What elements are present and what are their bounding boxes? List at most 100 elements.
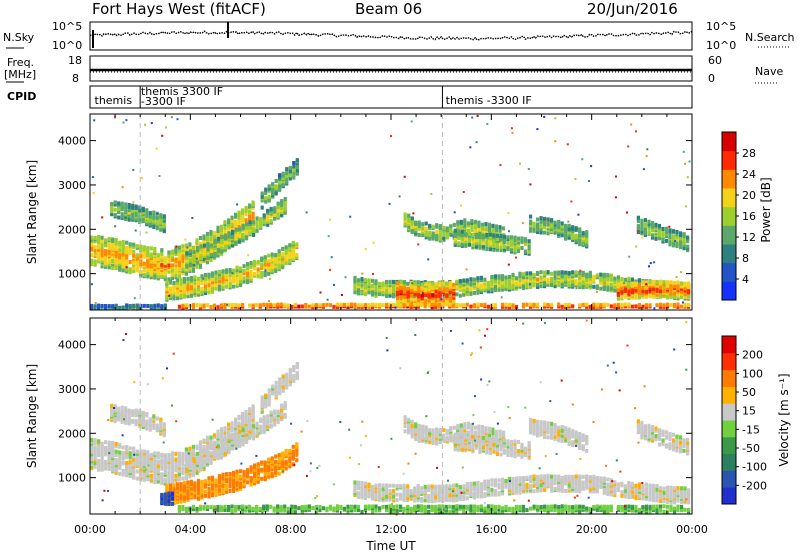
data-cell xyxy=(465,278,469,283)
data-cell xyxy=(557,283,561,288)
scatter-cell xyxy=(486,123,489,125)
data-cell xyxy=(403,285,407,290)
data-cell xyxy=(214,274,218,279)
data-cell xyxy=(592,284,596,289)
data-cell xyxy=(367,289,371,294)
data-cell xyxy=(606,275,610,280)
data-cell xyxy=(195,264,199,269)
data-cell xyxy=(223,231,227,236)
data-cell xyxy=(471,239,475,244)
data-cell xyxy=(423,498,427,503)
data-cell xyxy=(260,404,264,409)
data-cell xyxy=(117,201,121,206)
data-cell xyxy=(353,491,357,496)
data-cell xyxy=(686,244,690,249)
data-cell xyxy=(273,213,277,217)
data-cell xyxy=(167,498,171,503)
data-cell xyxy=(278,182,282,187)
data-cell xyxy=(274,473,278,477)
data-cell xyxy=(413,281,417,286)
data-cell xyxy=(291,240,295,245)
data-cell xyxy=(273,206,277,211)
data-cell xyxy=(644,289,648,294)
data-cell xyxy=(543,270,547,275)
data-cell xyxy=(177,245,181,250)
data-cell xyxy=(210,493,215,498)
data-cell xyxy=(138,207,142,212)
data-cell xyxy=(234,434,238,439)
colorbar-tick-label: 4 xyxy=(742,273,749,286)
data-cell xyxy=(550,281,554,286)
data-cell xyxy=(219,427,224,432)
data-cell xyxy=(189,490,193,495)
data-cell xyxy=(213,246,217,250)
data-cell xyxy=(434,495,438,500)
data-cell xyxy=(139,452,143,457)
data-cell xyxy=(241,223,245,228)
data-cell xyxy=(142,245,146,250)
data-cell xyxy=(145,419,149,424)
data-cell xyxy=(264,404,268,409)
data-cell xyxy=(471,245,475,250)
data-cell xyxy=(402,303,406,308)
data-cell xyxy=(281,258,285,263)
data-cell xyxy=(437,489,441,494)
data-cell xyxy=(124,413,128,418)
data-cell xyxy=(217,272,222,277)
data-cell xyxy=(378,490,382,495)
data-cell xyxy=(311,303,315,308)
data-cell xyxy=(189,286,193,291)
data-cell xyxy=(188,446,192,451)
data-cell xyxy=(175,292,179,297)
scatter-cell xyxy=(329,218,331,221)
data-cell xyxy=(266,219,270,224)
data-cell xyxy=(121,268,125,273)
data-cell xyxy=(448,295,452,300)
data-cell xyxy=(111,237,115,242)
data-cell xyxy=(210,479,215,484)
data-cell xyxy=(238,429,242,434)
data-cell xyxy=(104,304,108,308)
data-cell xyxy=(100,248,104,253)
data-cell xyxy=(266,208,270,213)
data-cell xyxy=(304,303,308,307)
data-cell xyxy=(214,486,218,490)
data-cell xyxy=(207,272,211,277)
colorbar-segment xyxy=(722,262,736,282)
data-cell xyxy=(613,303,617,308)
data-cell xyxy=(353,480,357,485)
data-cell xyxy=(251,200,255,205)
data-cell xyxy=(163,492,167,497)
data-cell xyxy=(206,247,210,252)
data-cell xyxy=(131,418,135,423)
data-cell xyxy=(511,303,515,308)
data-cell xyxy=(578,278,582,283)
data-cell xyxy=(385,279,389,284)
data-cell xyxy=(220,444,224,449)
data-cell xyxy=(606,287,610,292)
data-cell xyxy=(255,303,259,308)
data-cell xyxy=(417,291,421,296)
data-cell xyxy=(182,499,186,504)
data-cell xyxy=(277,471,281,476)
data-cell xyxy=(445,233,449,238)
data-cell xyxy=(420,303,424,308)
data-cell xyxy=(181,466,185,471)
data-cell xyxy=(536,230,540,234)
data-cell xyxy=(356,493,361,498)
nsky-label: N.Sky xyxy=(3,31,35,44)
data-cell xyxy=(543,225,547,230)
data-cell xyxy=(399,494,403,499)
data-cell xyxy=(662,282,666,287)
data-cell xyxy=(581,236,585,241)
data-cell xyxy=(647,230,651,235)
data-cell xyxy=(291,451,295,456)
data-cell xyxy=(388,293,392,298)
data-cell xyxy=(363,481,368,486)
scatter-cell xyxy=(527,168,530,170)
data-cell xyxy=(132,475,136,480)
data-cell xyxy=(285,179,289,184)
data-cell xyxy=(648,286,652,290)
data-cell xyxy=(219,432,224,437)
data-cell xyxy=(181,476,185,481)
